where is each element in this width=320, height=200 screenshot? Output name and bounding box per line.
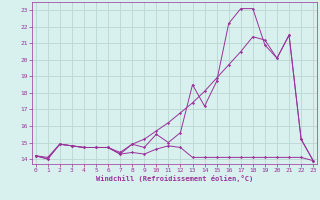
X-axis label: Windchill (Refroidissement éolien,°C): Windchill (Refroidissement éolien,°C) — [96, 175, 253, 182]
